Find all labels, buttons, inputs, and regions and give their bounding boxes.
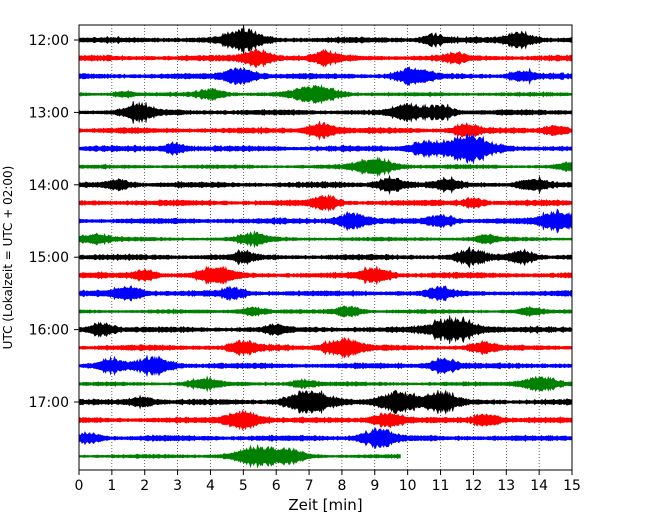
y-tick-label: 12:00 bbox=[29, 33, 69, 49]
x-tick-label: 14 bbox=[530, 478, 548, 494]
grid-lines bbox=[111, 25, 540, 470]
x-tick-label: 12 bbox=[464, 478, 482, 494]
y-tick-label: 14:00 bbox=[29, 178, 69, 194]
x-tick-label: 6 bbox=[272, 478, 281, 494]
y-axis-label: UTC (Lokalzeit = UTC + 02:00) bbox=[1, 166, 15, 350]
y-tick-label: 17:00 bbox=[29, 395, 69, 411]
trace-1745 bbox=[78, 443, 401, 469]
axis-ticks: 0 1 2 3 4 5 6 7 8 9 10 11 12 13 14 1512:0013:0014:0015:… bbox=[29, 33, 581, 494]
x-axis-label: Zeit [min] bbox=[288, 496, 362, 514]
x-tick-label: 5 bbox=[239, 478, 248, 494]
x-tick-label: 8 bbox=[337, 478, 346, 494]
seismic-traces bbox=[78, 25, 573, 469]
x-tick-label: 13 bbox=[497, 478, 515, 494]
x-tick-label: 7 bbox=[305, 478, 314, 494]
y-tick-label: 16:00 bbox=[29, 323, 69, 339]
x-tick-label: 3 bbox=[173, 478, 182, 494]
x-tick-label: 2 bbox=[140, 478, 149, 494]
x-tick-label: 11 bbox=[432, 478, 450, 494]
x-tick-label: 1 bbox=[107, 478, 116, 494]
x-tick-label: 10 bbox=[399, 478, 417, 494]
x-tick-label: 15 bbox=[563, 478, 581, 494]
x-tick-label: 4 bbox=[206, 478, 215, 494]
x-tick-label: 9 bbox=[370, 478, 379, 494]
x-tick-label: 0 bbox=[75, 478, 84, 494]
plot-frame bbox=[78, 24, 573, 471]
y-tick-label: 13:00 bbox=[29, 105, 69, 121]
y-tick-label: 15:00 bbox=[29, 250, 69, 266]
